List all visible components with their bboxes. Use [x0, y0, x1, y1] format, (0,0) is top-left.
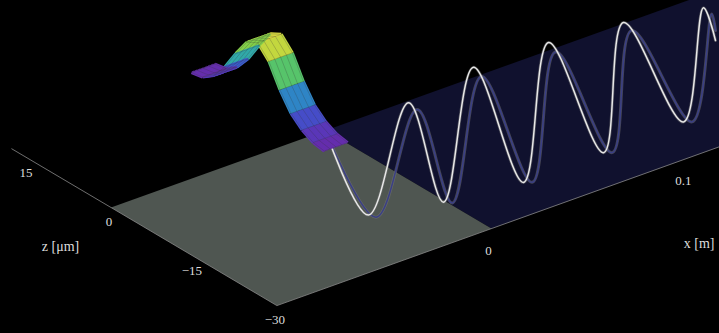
svg-text:15: 15	[20, 165, 33, 180]
svg-text:0: 0	[485, 243, 492, 258]
svg-text:0: 0	[106, 214, 113, 229]
svg-text:z [μm]: z [μm]	[42, 239, 79, 254]
svg-text:−30: −30	[265, 312, 285, 327]
svg-text:x [m]: x [m]	[684, 236, 715, 251]
svg-text:0.1: 0.1	[675, 173, 691, 188]
svg-text:−15: −15	[182, 263, 202, 278]
